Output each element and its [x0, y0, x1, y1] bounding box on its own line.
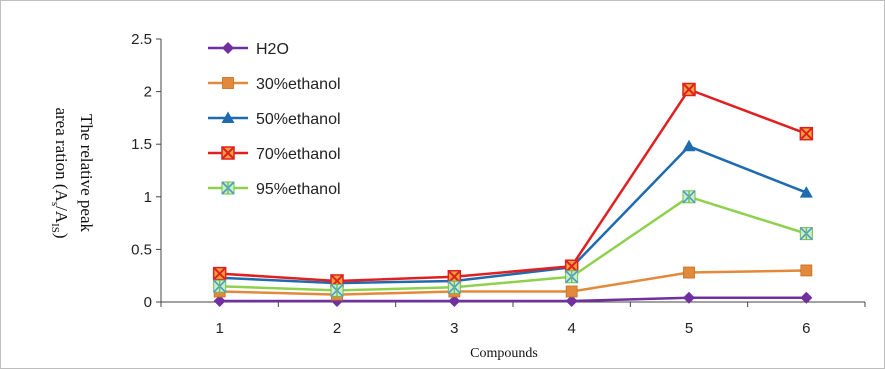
- legend-marker: [222, 77, 234, 89]
- legend-marker: [222, 42, 234, 54]
- data-point: [800, 291, 813, 304]
- y-tick-label: 0.5: [131, 241, 152, 258]
- y-axis-title-line2: area ration (As/AIS): [49, 107, 71, 238]
- legend-marker: [221, 146, 235, 160]
- data-point: [683, 291, 695, 304]
- data-point: [683, 266, 695, 279]
- legend-item: 95%ethanol: [208, 181, 341, 198]
- series-1: [213, 291, 813, 307]
- legend-label: 30%ethanol: [256, 76, 341, 93]
- x-tick-label: 1: [215, 320, 223, 337]
- y-axis-title-part3: ): [52, 233, 71, 239]
- data-point: [682, 139, 696, 152]
- series-line: [219, 88, 807, 283]
- y-axis-title-sub1: s: [49, 202, 61, 206]
- x-tick-label: 5: [685, 320, 693, 337]
- y-tick-label: 1.5: [131, 136, 152, 153]
- data-point: [330, 283, 344, 297]
- legend-label: 50%ethanol: [256, 111, 341, 128]
- series-line: [219, 195, 807, 292]
- data-point: [682, 82, 696, 97]
- data-point: [565, 285, 578, 298]
- legend-item: 30%ethanol: [208, 76, 341, 93]
- legend-marker: [221, 111, 235, 123]
- x-tick-label: 4: [567, 320, 575, 337]
- y-tick-label: 0: [144, 294, 152, 311]
- legend-label: 95%ethanol: [256, 181, 341, 198]
- y-axis-title-part1: area ration (A: [52, 107, 71, 202]
- x-tick-label: 3: [450, 320, 458, 337]
- data-point: [212, 266, 227, 281]
- data-point: [799, 126, 814, 141]
- series-line: [219, 269, 807, 296]
- y-tick-label: 2.5: [131, 31, 152, 48]
- series-line: [219, 145, 807, 285]
- legend-label: H2O: [256, 41, 289, 58]
- series-4: [212, 82, 814, 288]
- data-point: [447, 280, 461, 294]
- legend-item: H2O: [208, 41, 289, 58]
- data-point: [682, 190, 696, 204]
- legend-item: 50%ethanol: [208, 111, 341, 128]
- series-layer: [212, 82, 814, 307]
- data-point: [213, 294, 226, 307]
- y-tick-label: 2: [144, 84, 152, 101]
- y-axis-title-part2: /A: [52, 206, 71, 224]
- data-point: [565, 270, 579, 284]
- x-axis-title: Compounds: [470, 346, 538, 361]
- y-axis-title-line1: The relative peak: [77, 114, 96, 232]
- data-point: [800, 264, 813, 277]
- series-5: [213, 190, 813, 297]
- axes: 0 0.5 1 1.5 2 2.5 1 2 3 4 5 6: [131, 31, 866, 337]
- legend-item: 70%ethanol: [208, 146, 341, 163]
- legend-marker: [221, 181, 235, 195]
- legend-label: 70%ethanol: [256, 146, 341, 163]
- series-line: [219, 296, 807, 303]
- x-tick-label: 6: [802, 320, 810, 337]
- y-tick-label: 1: [144, 189, 152, 206]
- data-point: [448, 294, 461, 307]
- data-point: [213, 279, 227, 293]
- data-point: [799, 227, 813, 241]
- y-axis-title-sub2: IS: [49, 223, 61, 233]
- y-axis-title: The relative peak area ration (As/AIS): [49, 107, 96, 238]
- data-point: [565, 294, 578, 307]
- x-tick-label: 2: [333, 320, 341, 337]
- data-point: [799, 186, 813, 198]
- legend: H2O 30%ethanol 50%ethanol 70%ethanol 95%etha…: [208, 41, 341, 198]
